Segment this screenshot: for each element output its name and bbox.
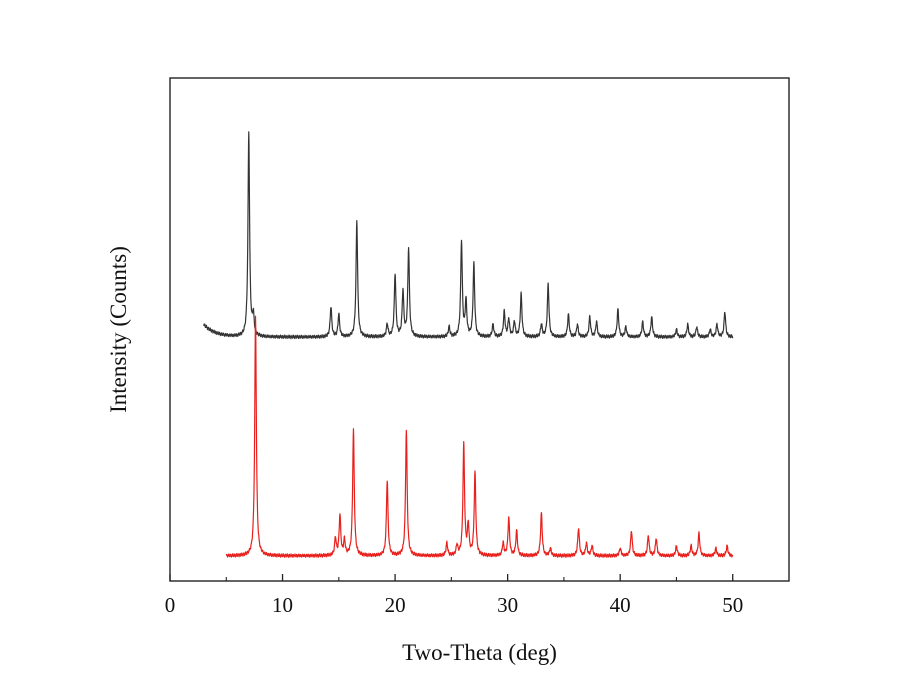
plot-frame xyxy=(169,77,790,582)
series-line-top xyxy=(203,131,734,340)
x-tick-label: 10 xyxy=(272,593,293,617)
x-tick-label: 20 xyxy=(385,593,406,617)
y-axis-title: Intensity (Counts) xyxy=(106,246,131,413)
series-line-bottom xyxy=(225,315,734,558)
series-layer xyxy=(203,131,734,558)
tick-layer: 0 10 20 30 40 50 xyxy=(165,574,743,617)
x-tick-label: 30 xyxy=(497,593,518,617)
x-axis-title: Two-Theta (deg) xyxy=(402,640,557,665)
x-tick-label: 40 xyxy=(610,593,631,617)
x-tick-label: 0 xyxy=(165,593,176,617)
x-tick-label: 50 xyxy=(722,593,743,617)
